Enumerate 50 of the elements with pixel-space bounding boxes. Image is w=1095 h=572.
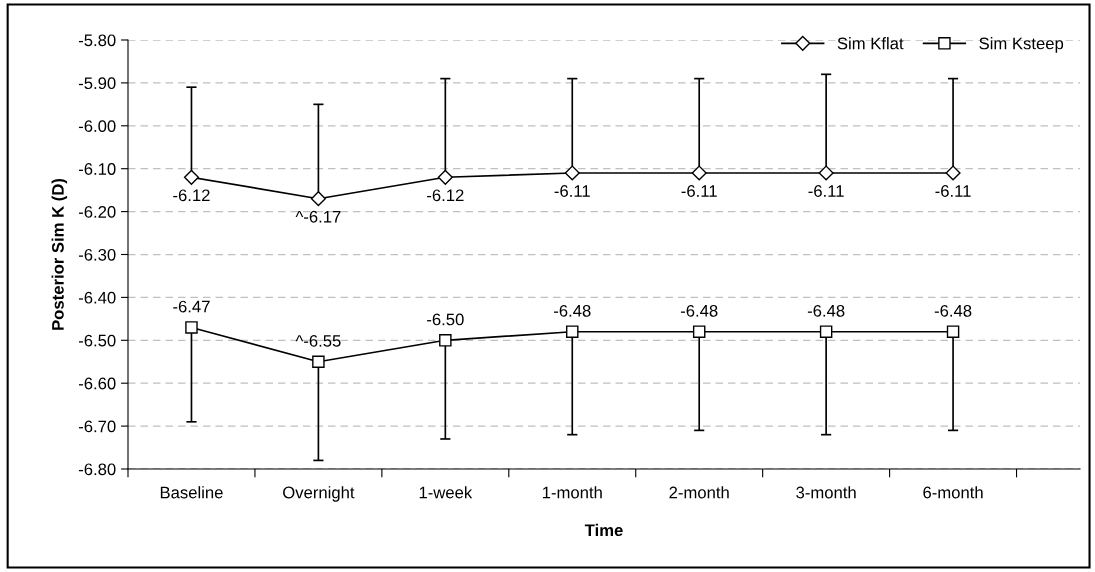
y-tick-label: -6.50 bbox=[78, 334, 116, 347]
data-label: -6.11 bbox=[935, 185, 971, 197]
point bbox=[818, 165, 834, 181]
point bbox=[185, 321, 198, 334]
x-axis-title: Time bbox=[584, 523, 623, 537]
y-axis-title: Posterior Sim K (D) bbox=[51, 178, 68, 330]
point bbox=[183, 169, 200, 185]
point bbox=[691, 165, 707, 181]
point bbox=[945, 165, 961, 181]
y-tick-label: -6.60 bbox=[78, 377, 116, 390]
y-tick-label: -6.40 bbox=[78, 291, 116, 304]
data-label: -6.11 bbox=[681, 185, 717, 197]
y-tick-label: -6.80 bbox=[78, 463, 116, 476]
data-label: -6.12 bbox=[173, 189, 210, 202]
point bbox=[946, 325, 960, 338]
point bbox=[439, 334, 452, 347]
data-label: -6.47 bbox=[173, 300, 210, 313]
y-tick-label: -5.80 bbox=[78, 34, 116, 47]
legend-label: Sim Ksteep bbox=[979, 37, 1064, 53]
data-label: -6.11 bbox=[554, 185, 590, 197]
point bbox=[819, 325, 833, 338]
data-label: ^-6.55 bbox=[295, 334, 341, 347]
y-tick-label: -6.70 bbox=[78, 420, 116, 433]
y-tick-label: -6.30 bbox=[78, 248, 116, 261]
y-tick-label: -6.10 bbox=[78, 163, 116, 175]
data-label: -6.12 bbox=[427, 189, 464, 202]
x-tick-label: Baseline bbox=[160, 486, 223, 499]
data-label: -6.48 bbox=[807, 304, 845, 317]
x-tick-label: 2-month bbox=[669, 486, 729, 499]
point bbox=[310, 191, 326, 207]
data-label: -6.48 bbox=[554, 304, 591, 317]
point bbox=[437, 169, 453, 185]
y-tick-label: -6.20 bbox=[78, 206, 116, 218]
y-tick-label: -6.00 bbox=[78, 120, 116, 132]
point bbox=[566, 325, 579, 338]
x-tick-label: 1-week bbox=[419, 486, 473, 499]
point bbox=[564, 165, 580, 181]
data-label: ^-6.17 bbox=[295, 210, 341, 223]
data-label: -6.11 bbox=[808, 185, 844, 197]
x-tick-label: Overnight bbox=[283, 486, 355, 502]
data-label: -6.48 bbox=[680, 304, 718, 317]
data-label: -6.48 bbox=[934, 304, 972, 317]
x-tick-label: 6-month bbox=[923, 486, 983, 499]
legend-label: Sim Kflat bbox=[837, 37, 904, 50]
data-label: -6.50 bbox=[427, 313, 464, 326]
y-tick-label: -5.90 bbox=[78, 77, 116, 90]
point bbox=[692, 325, 706, 338]
x-tick-label: 1-month bbox=[542, 486, 602, 499]
point bbox=[312, 355, 325, 369]
x-tick-label: 3-month bbox=[796, 486, 856, 499]
